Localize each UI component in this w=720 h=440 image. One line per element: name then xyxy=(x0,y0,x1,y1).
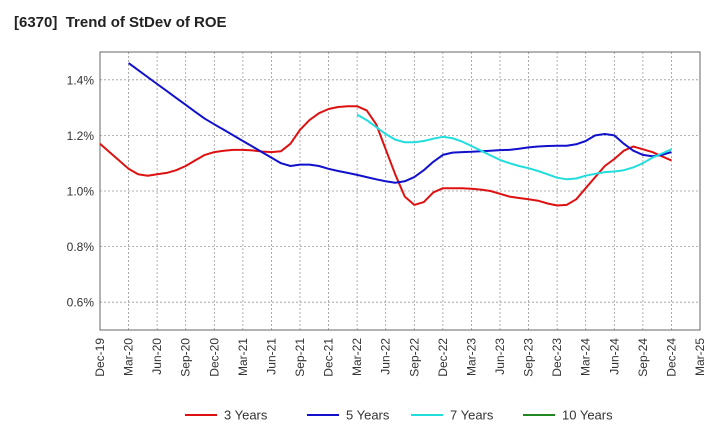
x-tick-label: Dec-19 xyxy=(93,338,107,377)
x-tick-label: Mar-24 xyxy=(579,338,593,376)
legend: 3 Years 5 Years 7 Years 10 Years xyxy=(185,408,613,423)
plot-border xyxy=(99,51,701,331)
y-axis-ticks: 0.6% 0.8% 1.0% 1.2% 1.4% xyxy=(67,73,95,309)
legend-label-7-years: 7 Years xyxy=(450,408,494,423)
x-tick-label: Mar-25 xyxy=(693,338,707,376)
x-tick-label: Mar-22 xyxy=(350,338,364,376)
x-tick-label: Jun-20 xyxy=(150,338,164,375)
y-tick-label: 1.2% xyxy=(67,129,95,143)
x-tick-label: Jun-22 xyxy=(379,338,393,375)
x-tick-label: Jun-24 xyxy=(607,338,621,375)
legend-label-10-years: 10 Years xyxy=(562,408,613,423)
y-tick-label: 1.0% xyxy=(67,185,95,199)
x-tick-label: Mar-20 xyxy=(122,338,136,376)
x-tick-label: Sep-22 xyxy=(407,338,421,377)
plot-frame xyxy=(99,51,701,331)
x-tick-label: Sep-23 xyxy=(522,338,536,377)
series-line-3-years xyxy=(99,105,672,207)
x-tick-label: Mar-23 xyxy=(464,338,478,376)
y-tick-label: 0.6% xyxy=(67,296,95,310)
x-tick-label: Sep-21 xyxy=(293,338,307,377)
legend-label-5-years: 5 Years xyxy=(346,408,390,423)
x-tick-label: Dec-24 xyxy=(664,338,678,377)
x-tick-label: Mar-21 xyxy=(236,338,250,376)
x-axis-ticks: Dec-19 Mar-20 Jun-20 Sep-20 Dec-20 Mar-21 Jun-… xyxy=(93,338,707,377)
x-tick-label: Sep-20 xyxy=(179,338,193,377)
x-tick-label: Dec-21 xyxy=(322,338,336,377)
y-tick-label: 0.8% xyxy=(67,240,95,254)
series-line-7-years xyxy=(356,113,672,181)
x-tick-label: Dec-23 xyxy=(550,338,564,377)
y-tick-label: 1.4% xyxy=(67,73,95,87)
series-line-5-years xyxy=(128,62,672,184)
x-tick-label: Jun-23 xyxy=(493,338,507,375)
x-tick-label: Dec-22 xyxy=(436,338,450,377)
chart-title: [6370] Trend of StDev of ROE xyxy=(14,14,227,31)
x-tick-label: Dec-20 xyxy=(207,338,221,377)
series-lines xyxy=(99,62,672,207)
grid-lines xyxy=(99,52,701,330)
x-tick-label: Jun-21 xyxy=(264,338,278,375)
x-tick-label: Sep-24 xyxy=(636,338,650,377)
legend-label-3-years: 3 Years xyxy=(224,408,268,423)
